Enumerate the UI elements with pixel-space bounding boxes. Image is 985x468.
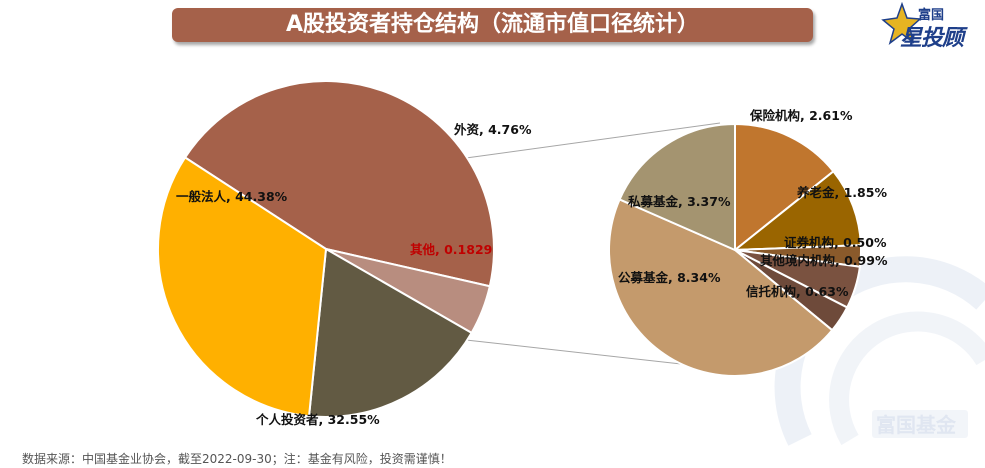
star-logo-icon	[881, 2, 920, 45]
slice-label-foreign: 外资, 4.76%	[453, 122, 532, 137]
chart-title: A股投资者持仓结构（流通市值口径统计）	[172, 8, 813, 42]
main-pie-slice-3	[157, 156, 328, 418]
main-pie-slice-0	[183, 80, 495, 288]
slice-label-general-corporate: 一般法人, 44.38%	[176, 189, 288, 204]
main-pie-slice-2	[307, 247, 473, 418]
secondary-pie-slice-0	[734, 122, 835, 253]
secondary-pie	[608, 122, 862, 377]
connector-line-top	[465, 122, 721, 159]
slice-label-others: 其他, 0.1829	[410, 242, 492, 257]
logo-top-text: 富国	[918, 8, 945, 23]
secondary-pie-slice-1	[732, 169, 862, 252]
secondary-pie-slice-5	[608, 198, 834, 377]
main-pie	[157, 80, 495, 418]
slice-label-trust: 信托机构, 0.63%	[746, 284, 849, 299]
secondary-pie-slice-6	[618, 122, 736, 252]
slice-label-pension: 养老金, 1.85%	[796, 185, 887, 200]
slice-label-securities: 证券机构, 0.50%	[784, 235, 887, 250]
slice-label-individual: 个人投资者, 32.55%	[255, 412, 380, 427]
logo-main-text: 星投顾	[900, 26, 964, 51]
brand-logo: 富国 星投顾	[880, 2, 980, 51]
data-source-footnote: 数据来源：中国基金业协会，截至2022-09-30；注：基金有风险，投资需谨慎！	[22, 452, 452, 466]
watermark-text: 富国基金	[876, 413, 957, 437]
slice-label-private-fund: 私募基金, 3.37%	[627, 194, 731, 209]
slice-label-other-domestic: 其他境内机构, 0.99%	[760, 253, 888, 268]
slice-label-public-fund: 公募基金, 8.34%	[618, 270, 721, 285]
slice-label-insurance: 保险机构, 2.61%	[749, 108, 853, 123]
